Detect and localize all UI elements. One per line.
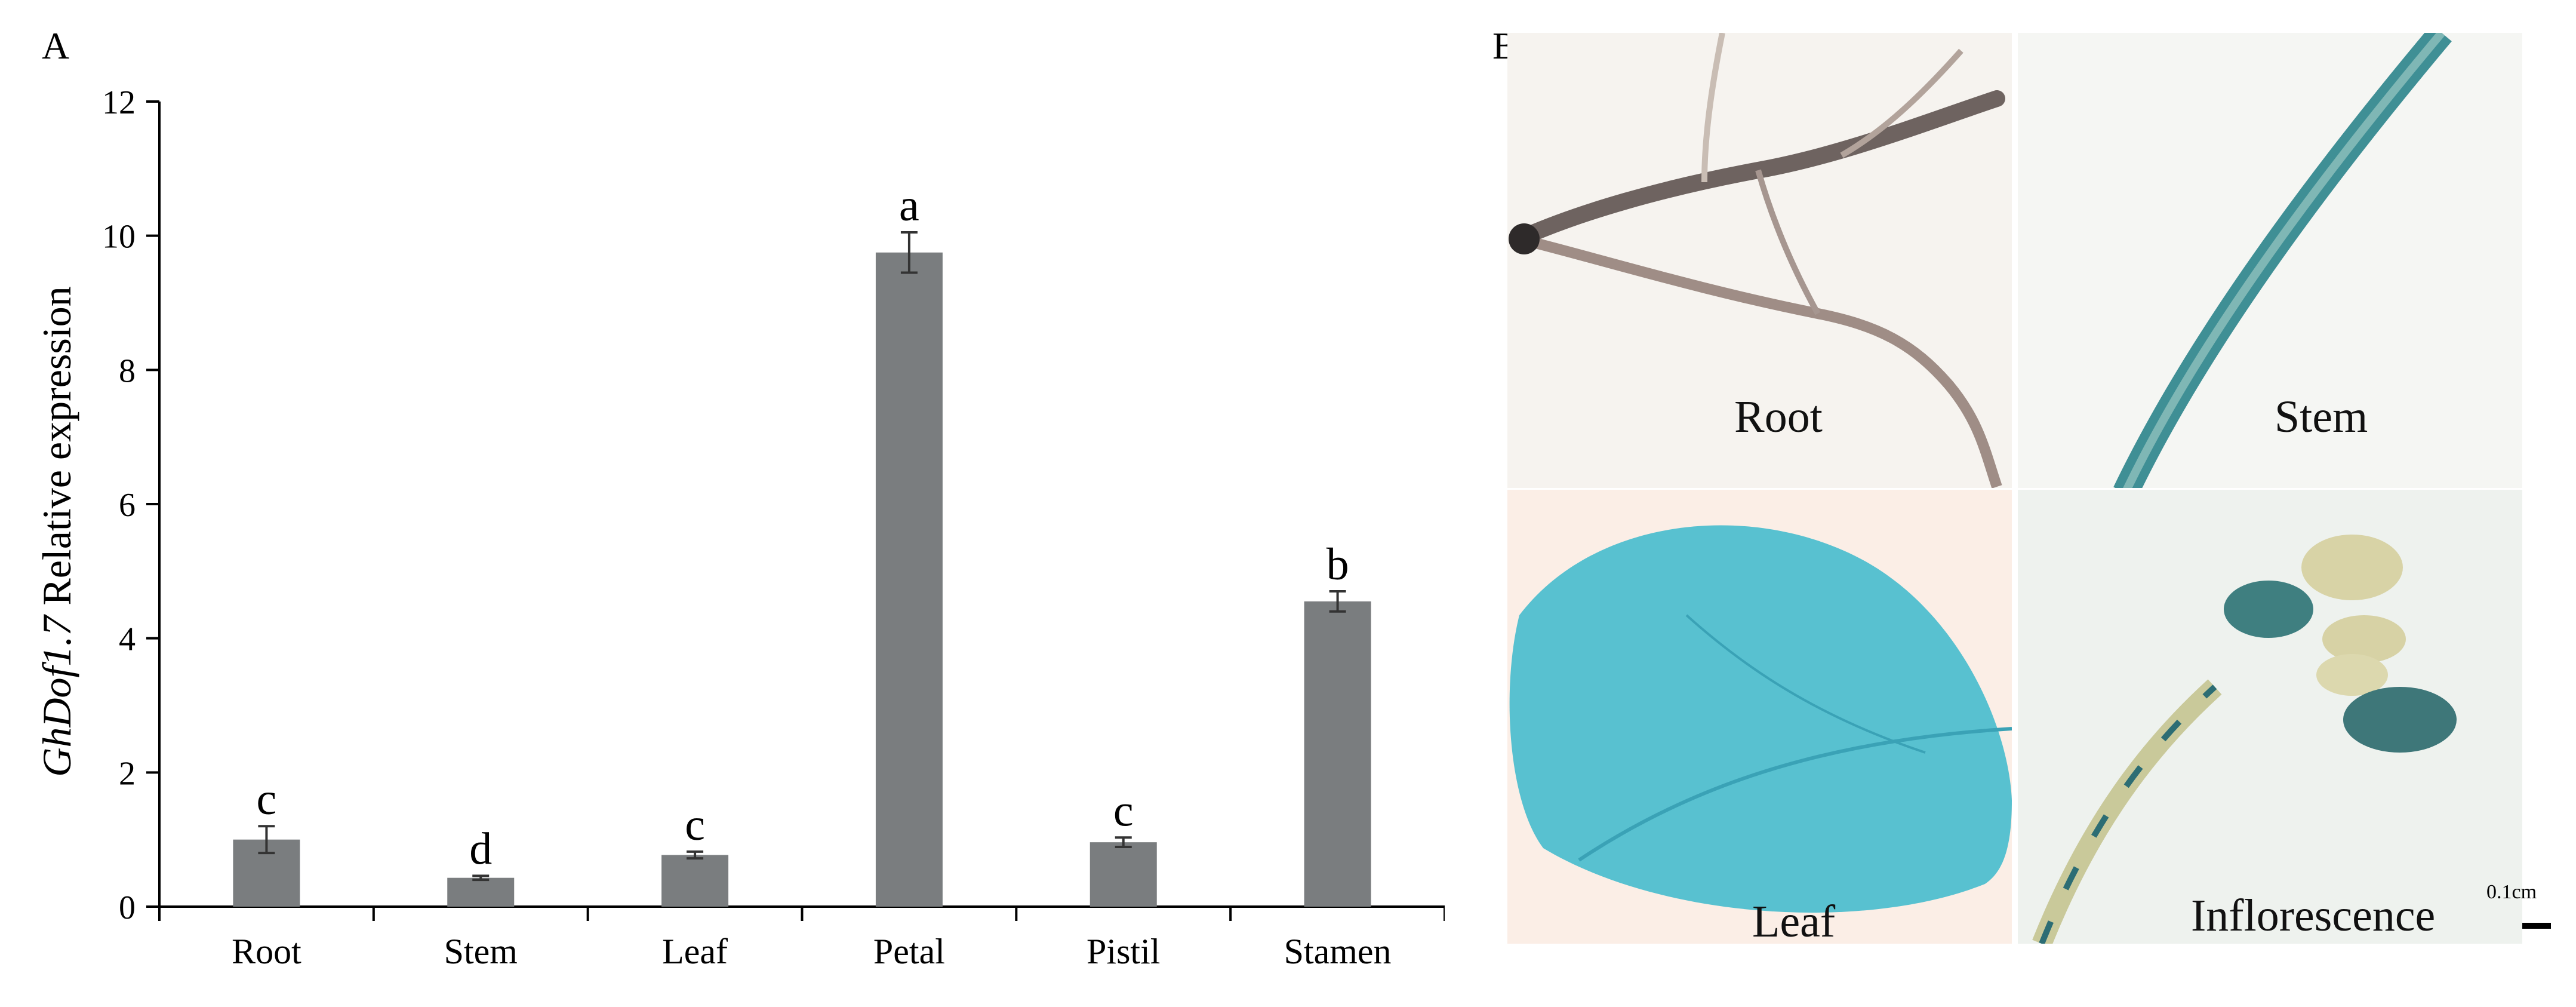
stem-label: Stem [2275,392,2368,442]
root-image [1509,33,2005,488]
scale-bar-label: 0.1cm [2486,881,2537,903]
root-label: Root [1734,392,1823,442]
significance-label: c [1113,785,1134,836]
tick-labels: 0 2 4 6 8 10 12 c Root d Stem c Leaf a Petal c Pistil b St… [102,84,1392,971]
inflorescence-image [2032,535,2457,944]
leaf-label: Leaf [1752,897,1836,944]
significance-label: c [685,800,705,850]
x-tick-label: Pistil [1087,932,1160,971]
y-axis-title: GhDof1.7 Relative expression [34,286,79,777]
significance-label: a [899,180,919,231]
y-tick-label: 2 [119,755,136,792]
svg-text:GhDof1.7 Relative expression: GhDof1.7 Relative expression [34,286,79,777]
x-tick-label: Stamen [1284,932,1392,971]
inflorescence-tissue-photo: Inflorescence [2018,490,2522,944]
y-tick-label: 0 [119,889,136,926]
root-tissue-photo: Root [1507,33,2012,488]
y-axis-title-gene: GhDof1.7 [34,614,79,777]
stem-image [2113,33,2452,488]
axes [146,100,1445,921]
bar-petal [875,252,943,907]
y-tick-label: 6 [119,487,136,524]
bar-stamen [1304,601,1371,907]
stem-tissue-photo: Stem [2018,33,2522,488]
y-axis-title-text: Relative expression [34,286,79,615]
bar-pistil [1090,842,1157,907]
significance-label: b [1327,539,1349,590]
y-tick-label: 10 [102,219,136,256]
bar-chart: GhDof1.7 Relative expression 0 2 4 6 8 10 12 c R… [34,84,1445,971]
bars [233,231,1371,907]
x-tick-label: Leaf [662,932,728,971]
significance-label: d [469,824,492,874]
bar-stem [447,877,515,907]
bar-leaf [661,855,729,907]
y-tick-label: 12 [102,84,136,121]
y-tick-label: 4 [119,621,136,658]
significance-label: c [257,774,277,824]
x-tick-label: Petal [873,932,945,971]
leaf-image [1509,525,2012,913]
panel-a-label: A [42,24,70,67]
inflorescence-label: Inflorescence [2191,891,2436,941]
x-tick-label: Root [232,932,301,971]
scale-bar [2522,923,2551,929]
x-tick-label: Stem [444,932,518,971]
leaf-tissue-photo: Leaf [1507,490,2012,944]
y-tick-label: 8 [119,352,136,389]
